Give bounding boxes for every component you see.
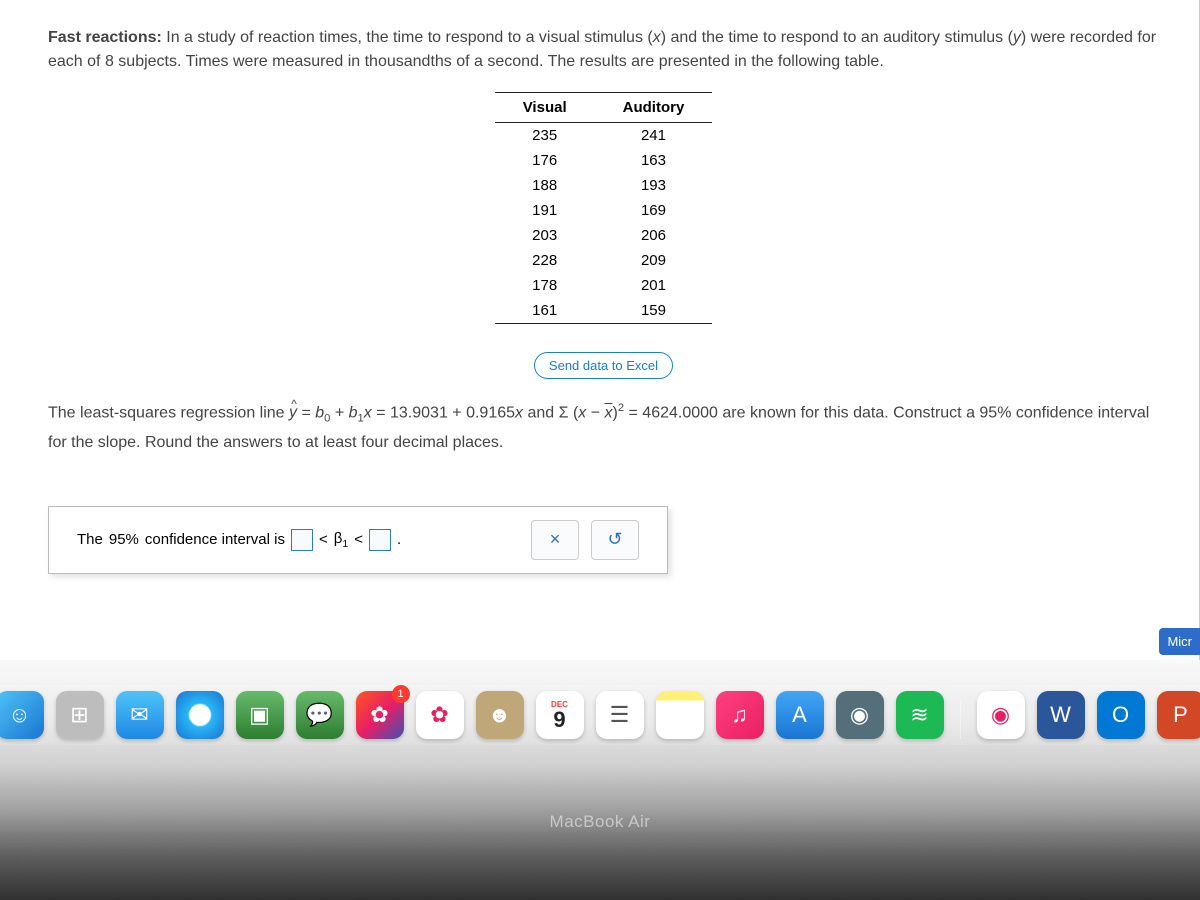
table-row: 188193 [495,173,713,198]
launchpad-icon[interactable]: ⊞ [56,691,104,739]
table-row: 161159 [495,298,713,324]
col-auditory: Auditory [595,93,713,123]
appstore-icon[interactable]: A [776,691,824,739]
clear-button[interactable]: × [531,520,579,560]
problem-statement: Fast reactions: In a study of reaction t… [48,26,1159,74]
photos-icon[interactable]: ✿ [416,691,464,739]
data-table: Visual Auditory 235241 176163 188193 191… [495,92,713,324]
table-row: 191169 [495,198,713,223]
notes-icon[interactable] [656,691,704,739]
table-row: 178201 [495,273,713,298]
send-data-to-excel-button[interactable]: Send data to Excel [534,352,673,379]
table-row: 203206 [495,223,713,248]
ci-lower-input[interactable] [291,529,313,551]
mail-icon[interactable]: ✉ [116,691,164,739]
powerpoint-icon[interactable]: P [1157,691,1200,739]
outlook-icon[interactable]: O [1097,691,1145,739]
col-visual: Visual [495,93,595,123]
safari-icon[interactable]: ✦ [176,691,224,739]
problem-lead: Fast reactions: [48,29,162,46]
send-excel-wrap: Send data to Excel [48,338,1159,379]
table-row: 176163 [495,148,713,173]
finder-icon[interactable]: ☺ [0,691,44,739]
dock-separator [960,699,961,739]
messages-icon[interactable]: 💬 [296,691,344,739]
chrome-icon[interactable]: ◉ [977,691,1025,739]
data-table-container: Visual Auditory 235241 176163 188193 191… [495,92,713,324]
ci-upper-input[interactable] [369,529,391,551]
spotify-icon[interactable]: ≋ [896,691,944,739]
regression-text: The least-squares regression line y = b0… [48,399,1159,456]
dock-container: ☺⊞✉✦▣💬✿1✿☻DEC9☰♫A◉≋◉WOP [0,685,1200,745]
dock: ☺⊞✉✦▣💬✿1✿☻DEC9☰♫A◉≋◉WOP [0,685,1200,745]
music-icon[interactable]: ♫ [716,691,764,739]
calendar-icon[interactable]: DEC9 [536,691,584,739]
facetime-icon[interactable]: ▣ [236,691,284,739]
contacts-icon[interactable]: ☻ [476,691,524,739]
reminders-icon[interactable]: ☰ [596,691,644,739]
answer-box: The 95% confidence interval is < β1 < . … [48,506,668,574]
table-row: 235241 [495,123,713,149]
word-icon[interactable]: W [1037,691,1085,739]
preview-icon[interactable]: ◉ [836,691,884,739]
macbook-label: MacBook Air [0,812,1200,832]
table-row: 228209 [495,248,713,273]
reset-button[interactable]: ↺ [591,520,639,560]
clips-icon[interactable]: ✿1 [356,691,404,739]
notification-badge: 1 [392,685,410,703]
microsoft-tab[interactable]: Micr [1159,628,1200,655]
question-panel: Fast reactions: In a study of reaction t… [0,0,1200,660]
answer-toolbar: × ↺ [531,520,639,560]
